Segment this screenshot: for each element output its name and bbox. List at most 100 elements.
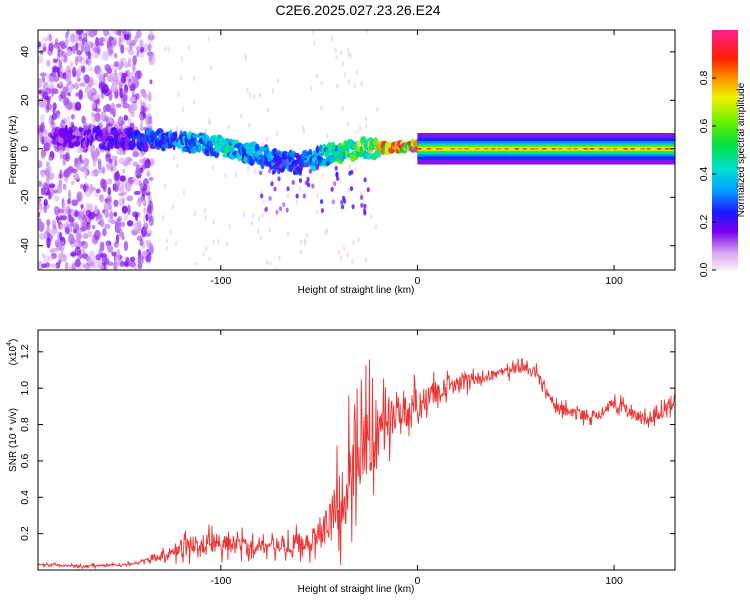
noise-speck: [73, 222, 79, 232]
noise-speck: [146, 172, 151, 177]
y-tick-label: -20: [19, 190, 31, 205]
signal-blob: [189, 147, 198, 154]
noise-speck: [234, 172, 238, 178]
noise-speck: [75, 68, 82, 78]
noise-speck: [130, 177, 136, 183]
noise-speck: [313, 40, 316, 46]
noise-speck: [266, 107, 269, 113]
noise-speck: [336, 83, 339, 89]
spectrogram-x-ticks: -100 0 100: [210, 30, 623, 287]
noise-speck: [66, 208, 73, 215]
x-tick-label: 100: [605, 575, 623, 587]
noise-speck: [68, 217, 75, 223]
noise-speck: [121, 89, 128, 95]
noise-speck: [125, 47, 132, 52]
noise-speck: [194, 210, 197, 216]
carrier-peak: [529, 147, 535, 150]
noise-speck: [148, 91, 152, 100]
noise-speck: [92, 224, 96, 230]
noise-speck: [94, 108, 102, 113]
signal-blob: [264, 207, 268, 213]
carrier-peak: [504, 147, 510, 150]
noise-speck: [81, 115, 86, 125]
noise-speck: [147, 33, 155, 41]
noise-speck: [115, 169, 120, 180]
noise-speck: [364, 257, 368, 263]
noise-speck: [126, 195, 134, 202]
noise-speck: [106, 195, 112, 206]
noise-speck: [209, 65, 213, 70]
noise-speck: [89, 261, 95, 267]
noise-speck: [46, 161, 50, 169]
noise-speck: [133, 265, 138, 270]
carrier-peak: [497, 147, 502, 150]
noise-speck: [91, 144, 95, 149]
noise-speck: [121, 197, 125, 204]
noise-speck: [88, 250, 96, 262]
noise-speck: [351, 258, 354, 264]
noise-speck: [112, 84, 119, 93]
noise-speck: [139, 53, 144, 59]
carrier-peak: [573, 147, 578, 150]
noise-speck: [357, 237, 360, 242]
noise-speck: [349, 53, 352, 59]
noise-speck: [121, 72, 128, 79]
carrier-peak: [450, 147, 456, 150]
noise-speck: [60, 119, 66, 129]
x-tick-label: 0: [415, 575, 421, 587]
noise-speck: [123, 261, 129, 266]
y-tick-label: 0.8: [19, 417, 31, 432]
signal-blob: [286, 186, 290, 192]
noise-speck: [126, 69, 131, 77]
noise-speck: [119, 175, 126, 182]
carrier-peak: [606, 147, 612, 150]
carrier-peak: [534, 147, 539, 150]
noise-speck: [138, 152, 144, 158]
noise-speck: [181, 107, 185, 112]
noise-speck: [59, 231, 63, 241]
signal-blob: [277, 169, 281, 175]
noise-speck: [53, 42, 60, 49]
noise-speck: [71, 199, 79, 207]
noise-speck: [76, 232, 81, 243]
signal-blob: [330, 186, 334, 192]
signal-blob: [360, 202, 364, 208]
carrier-peak: [483, 147, 489, 150]
noise-speck: [70, 222, 75, 227]
noise-speck: [104, 223, 111, 230]
noise-speck: [175, 126, 178, 132]
noise-speck: [48, 191, 52, 200]
noise-speck: [341, 106, 344, 112]
noise-speck: [97, 158, 102, 164]
noise-speck: [93, 30, 98, 36]
noise-speck: [177, 92, 180, 98]
noise-speck: [48, 255, 55, 261]
noise-speck: [132, 161, 139, 167]
noise-speck: [261, 213, 264, 219]
noise-speck: [165, 238, 169, 244]
signal-blob: [73, 140, 81, 147]
noise-speck: [75, 71, 80, 82]
noise-speck: [50, 87, 55, 98]
noise-speck: [326, 133, 329, 139]
noise-speck: [148, 176, 154, 181]
noise-speck: [64, 176, 69, 183]
noise-speck: [338, 178, 342, 184]
noise-speck: [96, 151, 100, 156]
spectrogram-y-ticks: -40 -20 0 20 40: [19, 46, 675, 253]
noise-speck: [74, 82, 80, 90]
noise-speck: [244, 53, 247, 59]
x-tick-label: -100: [210, 575, 231, 587]
noise-speck: [76, 30, 84, 35]
noise-speck: [137, 262, 143, 270]
noise-speck: [341, 61, 345, 67]
signal-blob: [298, 178, 303, 183]
noise-speck: [148, 51, 152, 63]
noise-speck: [38, 77, 42, 89]
noise-speck: [248, 92, 252, 98]
colorbar-tick-label: 0.4: [698, 167, 710, 182]
noise-speck: [76, 191, 83, 202]
noise-speck: [85, 59, 89, 65]
noise-speck: [74, 246, 81, 256]
noise-speck: [347, 187, 350, 193]
